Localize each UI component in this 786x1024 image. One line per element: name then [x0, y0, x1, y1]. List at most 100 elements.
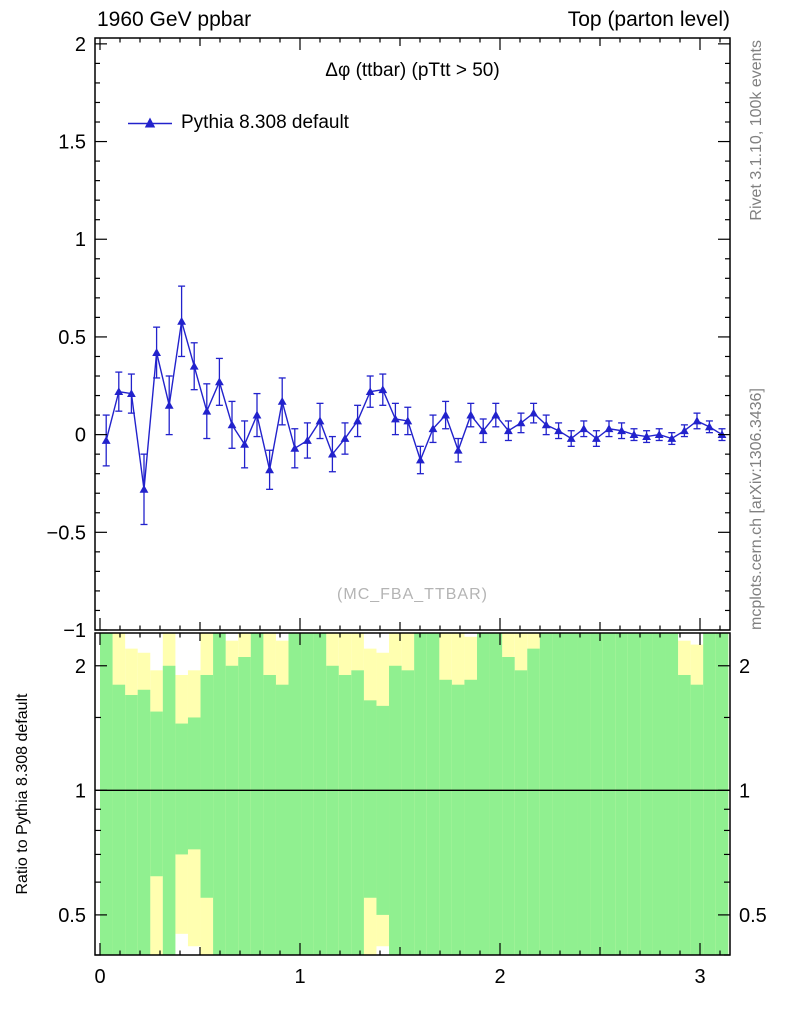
- main-y-tick-label: 0: [75, 425, 86, 447]
- ratio-band-green: [489, 633, 503, 955]
- x-tick-label: 3: [694, 966, 705, 988]
- ratio-band-green: [552, 633, 565, 955]
- main-plot-frame: [94, 37, 731, 631]
- rivet-version-label: Rivet 3.1.10, 100k events: [748, 40, 765, 221]
- data-marker-triangle: [315, 416, 325, 425]
- ratio-axis-label: Ratio to Pythia 8.308 default: [14, 693, 31, 895]
- ratio-band-green: [590, 633, 603, 955]
- ratio-band-green: [451, 684, 465, 955]
- ratio-band-green: [401, 670, 415, 955]
- data-marker-triangle: [189, 361, 199, 370]
- ratio-band-green: [715, 633, 729, 955]
- ratio-band-green: [678, 674, 691, 955]
- header-analysis-label: Top (parton level): [567, 8, 730, 31]
- data-marker-triangle: [303, 436, 312, 444]
- ratio-band-green: [351, 670, 364, 955]
- ratio-band-green: [439, 679, 452, 955]
- data-marker-triangle: [202, 406, 212, 415]
- ratio-band-green: [187, 717, 201, 850]
- ratio-band-green: [250, 633, 264, 955]
- data-marker-triangle: [240, 439, 249, 448]
- ratio-band-green: [627, 633, 641, 955]
- ratio-band-green: [225, 665, 239, 955]
- main-y-tick-label: 1: [75, 229, 86, 251]
- ratio-band-green: [200, 674, 214, 898]
- ratio-y-tick-label-right: 2: [739, 656, 750, 678]
- main-y-tick-label: −1: [63, 620, 86, 642]
- data-marker-triangle: [328, 449, 337, 458]
- data-marker-triangle: [252, 410, 262, 419]
- data-marker-triangle: [667, 434, 677, 442]
- ratio-band-green: [665, 633, 679, 955]
- data-marker-triangle: [453, 445, 463, 454]
- data-marker-triangle: [353, 416, 362, 425]
- data-marker-triangle: [680, 426, 689, 435]
- ratio-band-green: [125, 694, 138, 955]
- data-marker-triangle: [403, 416, 413, 425]
- data-marker-triangle: [378, 385, 388, 394]
- ratio-band-green: [275, 684, 289, 955]
- data-marker-triangle: [441, 410, 450, 419]
- ratio-band-green: [162, 665, 176, 955]
- data-marker-triangle: [114, 387, 124, 396]
- ratio-y-tick-label-left: 1: [75, 780, 86, 802]
- ratio-band-green: [112, 684, 126, 955]
- data-marker-triangle: [152, 348, 161, 356]
- data-marker-triangle: [654, 430, 664, 439]
- x-tick-label: 2: [494, 966, 505, 988]
- data-marker-triangle: [164, 400, 174, 409]
- data-marker-triangle: [491, 410, 501, 419]
- data-marker-triangle: [101, 436, 111, 444]
- ratio-band-green: [338, 674, 352, 955]
- data-marker-triangle: [692, 416, 702, 425]
- plot-title: Δφ (ttbar) (pTtt > 50): [325, 60, 500, 81]
- x-tick-label: 0: [94, 966, 105, 988]
- data-marker-triangle: [215, 377, 224, 386]
- data-marker-triangle: [629, 430, 639, 439]
- ratio-band-green: [313, 633, 327, 955]
- data-marker-triangle: [504, 426, 513, 435]
- ratio-y-tick-label-right: 1: [739, 780, 750, 802]
- legend-marker-icon: [128, 117, 172, 128]
- legend: Pythia 8.308 default: [128, 112, 349, 134]
- ratio-band-green: [476, 633, 490, 955]
- ratio-band-green: [100, 633, 113, 955]
- data-marker-triangle: [592, 434, 601, 442]
- ratio-band-green: [288, 633, 302, 955]
- data-marker-triangle: [604, 424, 614, 433]
- ratio-y-tick-label-right: 0.5: [739, 905, 767, 927]
- ratio-band-green: [376, 705, 390, 915]
- data-marker-triangle: [554, 426, 563, 435]
- ratio-band-green: [577, 633, 591, 955]
- ratio-band-green: [690, 684, 704, 955]
- data-marker-triangle: [529, 408, 538, 417]
- ratio-band-green: [464, 679, 477, 955]
- ratio-band-green: [703, 633, 716, 955]
- ratio-band-green: [640, 633, 653, 955]
- ratio-band-green: [539, 633, 553, 955]
- x-tick-label: 1: [294, 966, 305, 988]
- ratio-band-green: [527, 648, 540, 955]
- data-marker-triangle: [277, 397, 287, 405]
- ratio-band-green: [426, 633, 440, 955]
- header-beam-energy: 1960 GeV ppbar: [97, 8, 252, 31]
- data-marker-triangle: [617, 426, 626, 435]
- ratio-band-green: [238, 656, 251, 955]
- ratio-band-green: [615, 633, 628, 955]
- ratio-band-green: [502, 656, 515, 955]
- data-marker-triangle: [466, 410, 476, 419]
- ratio-band-green: [652, 633, 666, 955]
- data-marker-triangle: [642, 432, 651, 440]
- main-y-tick-label: −0.5: [47, 522, 86, 544]
- ratio-y-tick-label-left: 0.5: [58, 905, 86, 927]
- main-y-tick-label: 2: [75, 34, 86, 56]
- data-marker-triangle: [541, 420, 551, 429]
- ratio-plot-frame: [94, 632, 731, 956]
- ratio-band-green: [389, 665, 402, 955]
- watermark-analysis-id: (MC_FBA_TTBAR): [337, 586, 488, 603]
- ratio-band-green: [564, 633, 578, 955]
- data-line: [105, 321, 723, 490]
- data-marker-triangle: [428, 424, 438, 433]
